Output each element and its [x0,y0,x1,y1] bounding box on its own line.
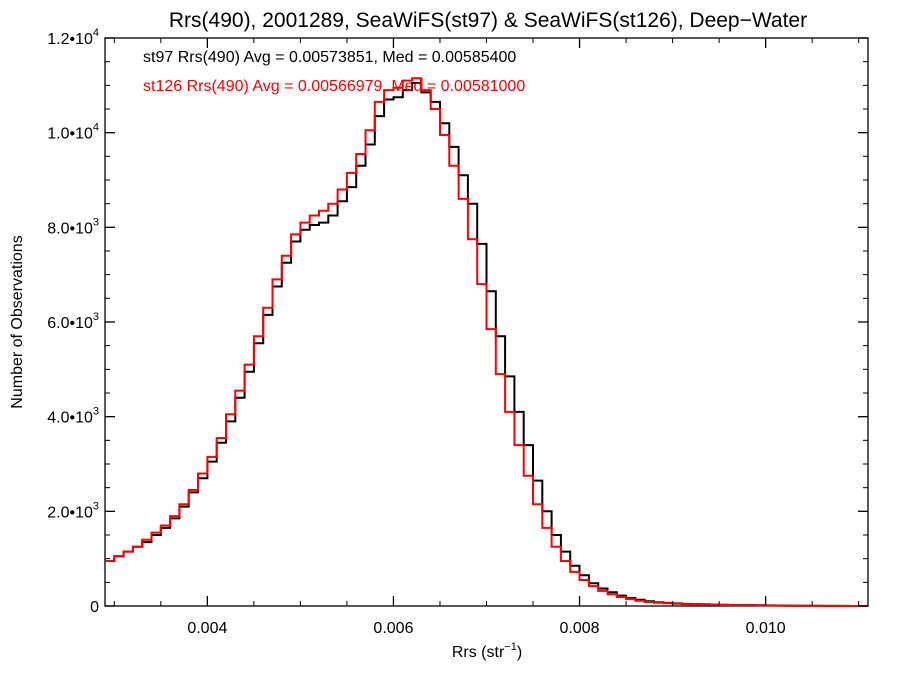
y-tick-label: 6.0•103 [47,311,99,332]
x-tick-label: 0.006 [373,620,413,637]
annotation-st126: st126 Rrs(490) Avg = 0.00566979, Med = 0… [143,78,525,95]
y-tick-label: 0 [90,599,99,616]
series-line-st97 [105,82,868,607]
series-layer [105,77,868,607]
chart-title: Rrs(490), 2001289, SeaWiFS(st97) & SeaWi… [169,9,807,32]
y-tick-label: 8.0•103 [47,216,99,237]
x-axis-label: Rrs (str−1) [452,641,522,661]
y-tick-label: 1.2•104 [47,27,99,48]
series-line-st126 [105,77,868,607]
x-tick-label: 0.004 [187,620,227,637]
y-tick-label: 1.0•104 [47,122,99,143]
axis-layer: 0.004 0.006 0.008 0.010 0 2.0•103 4.0•103 6.0•1… [47,27,868,637]
annotation-st97: st97 Rrs(490) Avg = 0.00573851, Med = 0.… [143,49,516,66]
y-tick-label: 2.0•103 [47,500,99,521]
x-tick-label: 0.010 [746,620,786,637]
y-axis-label: Number of Observations [9,235,26,408]
y-tick-label: 4.0•103 [47,406,99,427]
x-tick-label: 0.008 [560,620,600,637]
